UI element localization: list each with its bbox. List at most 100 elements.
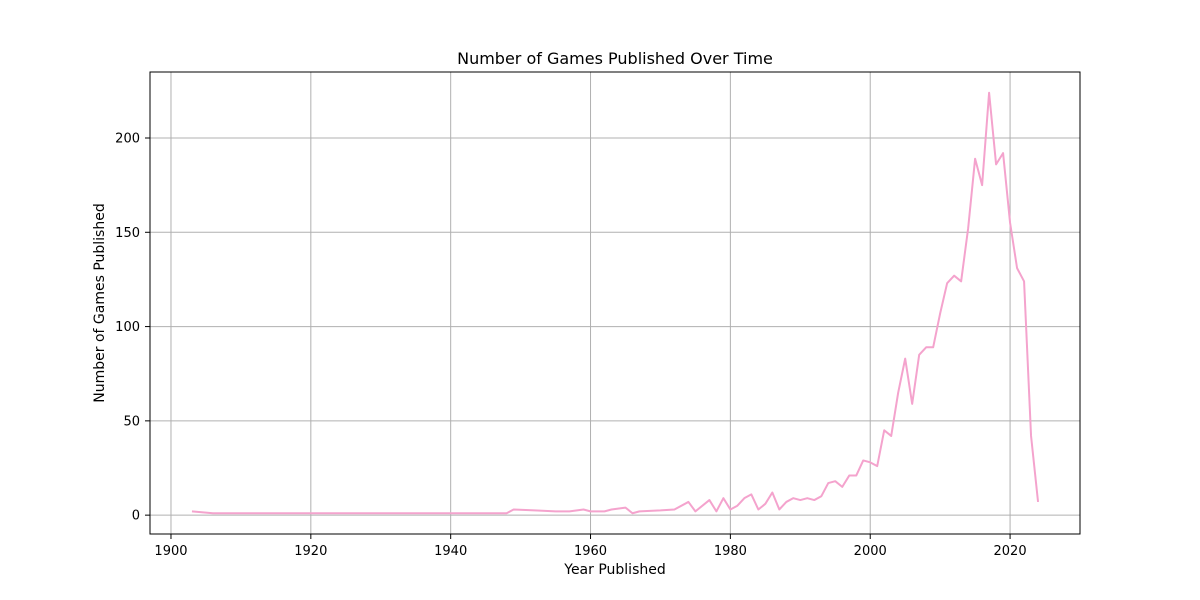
plot-background — [150, 72, 1080, 534]
y-tick-label: 50 — [123, 414, 140, 429]
data-point — [729, 508, 731, 510]
data-point — [911, 403, 913, 405]
data-point — [778, 508, 780, 510]
data-point — [687, 501, 689, 503]
data-point — [1030, 435, 1032, 437]
y-tick-label: 150 — [115, 226, 140, 241]
data-point — [1016, 267, 1018, 269]
data-point — [967, 228, 969, 230]
data-point — [1037, 501, 1039, 503]
data-point — [771, 492, 773, 494]
data-point — [422, 512, 424, 514]
data-point — [708, 499, 710, 501]
data-point — [338, 512, 340, 514]
data-point — [443, 512, 445, 514]
data-point — [631, 512, 633, 514]
data-point — [191, 510, 193, 512]
data-point — [513, 508, 515, 510]
data-point — [883, 429, 885, 431]
plot-frame — [149, 71, 1081, 535]
data-point — [534, 509, 536, 511]
data-point — [590, 510, 592, 512]
data-point — [932, 346, 934, 348]
data-point — [604, 510, 606, 512]
data-point — [1002, 152, 1004, 154]
chart-title: Number of Games Published Over Time — [457, 49, 773, 68]
data-point — [806, 497, 808, 499]
x-tick-label: 1980 — [714, 544, 747, 559]
y-tick-label: 100 — [115, 320, 140, 335]
data-point — [555, 510, 557, 512]
data-point — [233, 512, 235, 514]
data-point — [380, 512, 382, 514]
data-point — [275, 512, 277, 514]
data-point — [694, 510, 696, 512]
data-point — [946, 282, 948, 284]
data-point — [638, 510, 640, 512]
data-point — [212, 512, 214, 514]
data-point — [583, 508, 585, 510]
data-point — [764, 503, 766, 505]
x-tick-label: 1960 — [574, 544, 607, 559]
data-point — [569, 510, 571, 512]
data-point — [611, 508, 613, 510]
data-point — [296, 512, 298, 514]
data-point — [995, 163, 997, 165]
data-point — [722, 497, 724, 499]
y-axis-label: Number of Games Published — [92, 203, 108, 402]
data-point — [953, 275, 955, 277]
data-point — [464, 512, 466, 514]
x-axis-label: Year Published — [563, 562, 666, 578]
data-point — [862, 459, 864, 461]
x-tick-label: 1940 — [434, 544, 467, 559]
data-point — [869, 461, 871, 463]
series-layer — [191, 91, 1040, 515]
data-point — [1009, 222, 1011, 224]
data-point — [736, 505, 738, 507]
data-point — [918, 354, 920, 356]
data-point — [254, 512, 256, 514]
data-point — [792, 497, 794, 499]
data-point — [974, 158, 976, 160]
data-point — [820, 495, 822, 497]
data-point — [785, 501, 787, 503]
data-point — [890, 435, 892, 437]
data-point — [939, 312, 941, 314]
data-point — [485, 512, 487, 514]
data-point — [988, 92, 990, 94]
x-tick-label: 1900 — [154, 544, 187, 559]
data-point — [855, 475, 857, 477]
data-point — [981, 184, 983, 186]
data-point — [673, 508, 675, 510]
y-tick-label: 200 — [115, 132, 140, 147]
grid-lines — [150, 72, 1080, 534]
data-point — [624, 507, 626, 509]
y-tick-label: 0 — [132, 509, 140, 524]
data-point — [848, 475, 850, 477]
x-tick-label: 2020 — [994, 544, 1027, 559]
data-point — [813, 499, 815, 501]
data-point — [925, 346, 927, 348]
data-point — [317, 512, 319, 514]
data-point — [799, 499, 801, 501]
data-point — [827, 482, 829, 484]
data-point — [834, 480, 836, 482]
data-point — [1023, 280, 1025, 282]
data-point — [750, 493, 752, 495]
data-point — [743, 497, 745, 499]
data-point — [904, 358, 906, 360]
data-point — [506, 512, 508, 514]
series-line — [191, 91, 1040, 515]
x-tick-label: 2000 — [854, 544, 887, 559]
data-point — [659, 509, 661, 511]
data-point — [841, 486, 843, 488]
data-point — [359, 512, 361, 514]
y-axis-ticks: 0 50 100 150 200 — [115, 132, 150, 524]
data-point — [876, 465, 878, 467]
data-point — [897, 392, 899, 394]
data-point — [757, 508, 759, 510]
x-axis-ticks: 1900 1920 1940 1960 1980 2000 2020 — [154, 534, 1027, 559]
data-point — [715, 510, 717, 512]
x-tick-label: 1920 — [294, 544, 327, 559]
